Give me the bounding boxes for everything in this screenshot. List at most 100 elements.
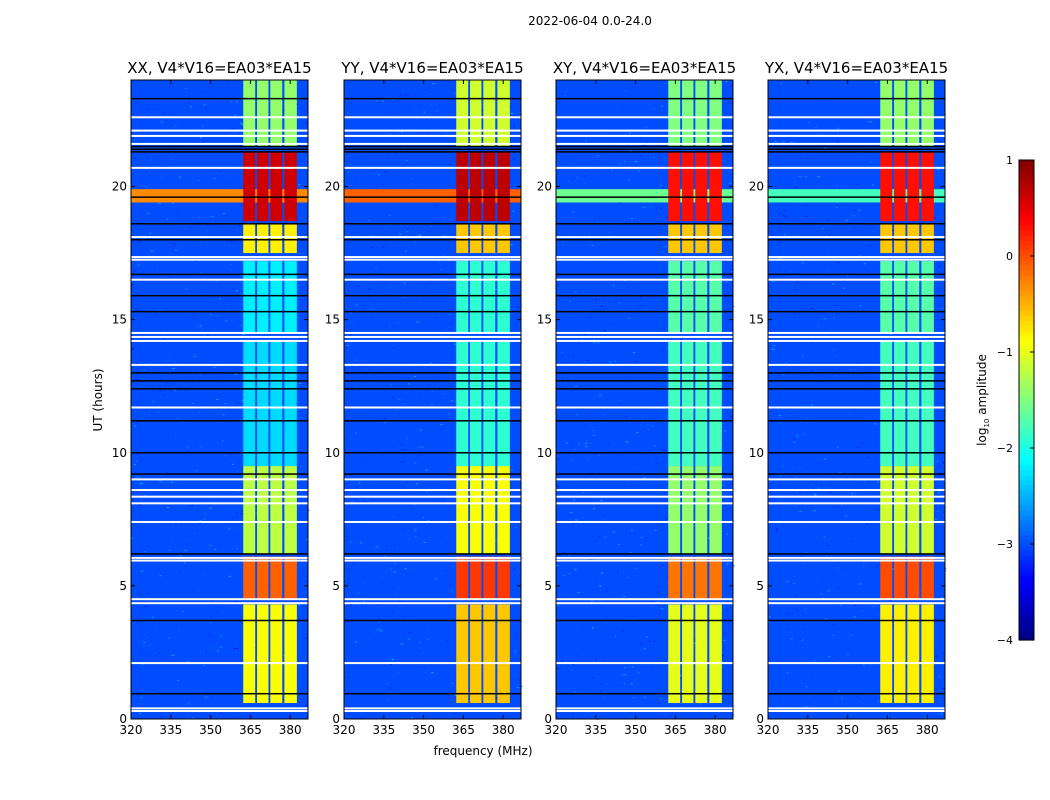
noise-cell [777,348,779,349]
noise-cell [353,526,355,527]
noise-cell [179,564,181,565]
noise-cell [775,141,777,142]
noise-cell [614,360,616,361]
noise-cell [197,166,199,167]
noise-cell [775,187,777,188]
noise-cell [595,659,597,660]
flagged-row-white [344,256,521,258]
noise-cell [232,646,234,647]
noise-cell [562,352,564,353]
colorbar-cell [1019,360,1034,366]
noise-cell [856,447,858,448]
noise-cell [640,425,642,426]
colorbar-cell [1019,625,1034,631]
noise-cell [603,692,605,693]
flagged-row-black [768,223,945,225]
noise-cell [794,88,796,89]
noise-cell [585,140,587,141]
noise-cell [930,222,932,223]
noise-cell [625,416,627,417]
noise-cell [379,139,381,140]
noise-cell [403,616,405,617]
noise-cell [677,221,679,222]
noise-cell [399,601,401,602]
noise-cell [235,601,237,602]
band-cell [270,152,282,221]
flagged-row-white [556,478,733,480]
noise-cell [181,246,183,247]
flagged-row-white [344,236,521,238]
noise-cell [166,514,168,515]
noise-cell [184,124,186,125]
flagged-row-white [556,259,733,261]
noise-cell [603,519,605,520]
noise-cell [873,593,875,594]
noise-cell [617,425,619,426]
noise-cell [584,176,586,177]
noise-cell [845,95,847,96]
noise-cell [345,347,347,348]
noise-cell [800,158,802,159]
colorbar-cell [1019,210,1034,216]
flagged-row-white [344,602,521,604]
noise-cell [213,124,215,125]
colorbar-cell [1019,550,1034,556]
flagged-row-white [131,167,308,169]
noise-cell [205,697,207,698]
noise-cell [572,444,574,445]
noise-cell [158,412,160,413]
noise-cell [830,330,832,331]
noise-cell [428,626,430,627]
noise-cell [186,540,188,541]
noise-cell [937,461,939,462]
noise-cell [139,713,141,714]
flagged-row-white [344,557,521,559]
noise-cell [625,382,627,383]
noise-cell [236,290,238,291]
noise-cell [801,358,803,359]
flagged-row-black [556,239,733,241]
noise-cell [175,250,177,251]
noise-cell [853,94,855,95]
colorbar-cell [1019,295,1034,301]
noise-cell [407,485,409,486]
colorbar-cell [1019,300,1034,306]
noise-cell [576,414,578,415]
noise-cell [572,163,574,164]
noise-cell [386,128,388,129]
noise-cell [451,400,453,401]
noise-cell [217,650,219,651]
noise-cell [631,530,633,531]
noise-cell [780,475,782,476]
noise-cell [851,493,853,494]
noise-cell [849,369,851,370]
noise-cell [161,177,163,178]
noise-cell [567,88,569,89]
noise-cell [602,697,604,698]
noise-cell [863,566,865,567]
noise-cell [363,601,365,602]
noise-cell [892,230,894,231]
noise-cell [665,487,667,488]
noise-cell [571,315,573,316]
noise-cell [371,183,373,184]
noise-cell [829,235,831,236]
flagged-row-black [556,151,733,153]
noise-cell [941,290,943,291]
noise-cell [799,176,801,177]
noise-cell [428,520,430,521]
flagged-row-white [344,259,521,261]
noise-cell [453,627,455,628]
colorbar-cell [1019,270,1034,276]
waterfall-figure: XX, V4*V16=EA03*EA15320 335 350 365 38005101… [0,0,1050,800]
colorbar-cell [1019,480,1034,486]
colorbar-cell [1019,410,1034,416]
noise-cell [828,656,830,657]
noise-cell [205,651,207,652]
noise-cell [226,183,228,184]
noise-cell [348,672,350,673]
noise-cell [563,575,565,576]
noise-cell [430,104,432,105]
noise-cell [618,436,620,437]
noise-cell [603,549,605,550]
